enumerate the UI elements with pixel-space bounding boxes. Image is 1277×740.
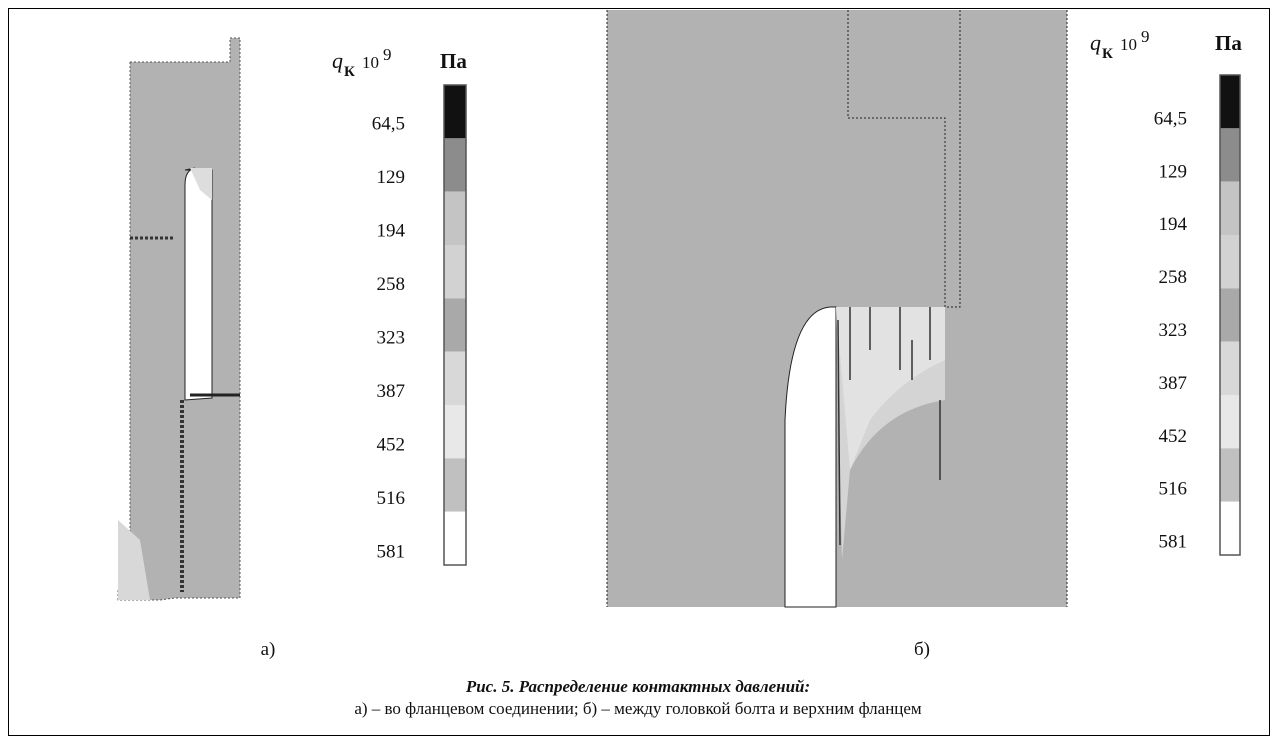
legend-level: 323 bbox=[377, 327, 406, 348]
legend-level: 129 bbox=[377, 167, 406, 188]
legend-symbol: q bbox=[332, 48, 343, 73]
panel-label: а) bbox=[261, 639, 276, 660]
colorbar-band bbox=[444, 138, 466, 192]
colorbar-band bbox=[1220, 341, 1240, 395]
legend-level: 516 bbox=[1159, 479, 1188, 500]
figure-frame bbox=[8, 8, 1270, 736]
colorbar-band bbox=[1220, 501, 1240, 555]
colorbar-band bbox=[1220, 395, 1240, 449]
legend-level: 452 bbox=[1159, 426, 1188, 447]
legend-level: 387 bbox=[377, 381, 406, 402]
legend-multiplier: 10 bbox=[1120, 35, 1137, 54]
legend-unit: Па bbox=[1215, 31, 1242, 55]
caption-description: а) – во фланцевом соединении; б) – между… bbox=[354, 699, 922, 718]
colorbar-band bbox=[1220, 181, 1240, 235]
colorbar-band bbox=[444, 298, 466, 352]
fem-model-b bbox=[606, 10, 1068, 608]
colorbar-frame bbox=[1219, 74, 1241, 556]
colorbar-band bbox=[444, 511, 466, 565]
colorbar-band bbox=[444, 245, 466, 299]
legend-level: 387 bbox=[1159, 373, 1188, 394]
legend-exponent: 9 bbox=[1141, 27, 1150, 46]
colorbar-band bbox=[1220, 235, 1240, 289]
colorbar-band bbox=[444, 405, 466, 459]
caption-title: Рис. 5. Распределение контактных давлени… bbox=[465, 677, 810, 696]
colorbar-band bbox=[1220, 448, 1240, 502]
legend-level: 258 bbox=[1159, 267, 1188, 288]
legend-level: 452 bbox=[377, 434, 406, 455]
legend-level: 516 bbox=[377, 488, 406, 509]
colorbar-band bbox=[444, 191, 466, 245]
colorbar-band bbox=[444, 85, 466, 139]
legend-level: 129 bbox=[1159, 161, 1188, 182]
legend-level: 581 bbox=[377, 541, 406, 562]
legend-unit: Па bbox=[440, 49, 467, 73]
legend-subscript: К bbox=[1102, 46, 1113, 62]
legend-level: 64,5 bbox=[372, 113, 405, 134]
legend-symbol: q bbox=[1090, 30, 1101, 55]
panel-label: б) bbox=[914, 639, 930, 660]
colorbar-band bbox=[1220, 75, 1240, 129]
legend-level: 323 bbox=[1159, 320, 1188, 341]
legend-level: 581 bbox=[1159, 532, 1188, 553]
legend-subscript: К bbox=[344, 64, 355, 80]
legend-level: 194 bbox=[1159, 214, 1188, 235]
legend-exponent: 9 bbox=[383, 45, 392, 64]
legend-multiplier: 10 bbox=[362, 53, 379, 72]
colorbar-frame bbox=[443, 84, 467, 566]
legend-level: 258 bbox=[377, 274, 406, 295]
colorbar-band bbox=[1220, 288, 1240, 342]
legend-level: 64,5 bbox=[1154, 108, 1187, 129]
legend-level: 194 bbox=[377, 220, 406, 241]
colorbar-band bbox=[1220, 128, 1240, 182]
fem-model-a bbox=[117, 37, 241, 601]
colorbar-band bbox=[444, 351, 466, 405]
colorbar-band bbox=[444, 458, 466, 512]
